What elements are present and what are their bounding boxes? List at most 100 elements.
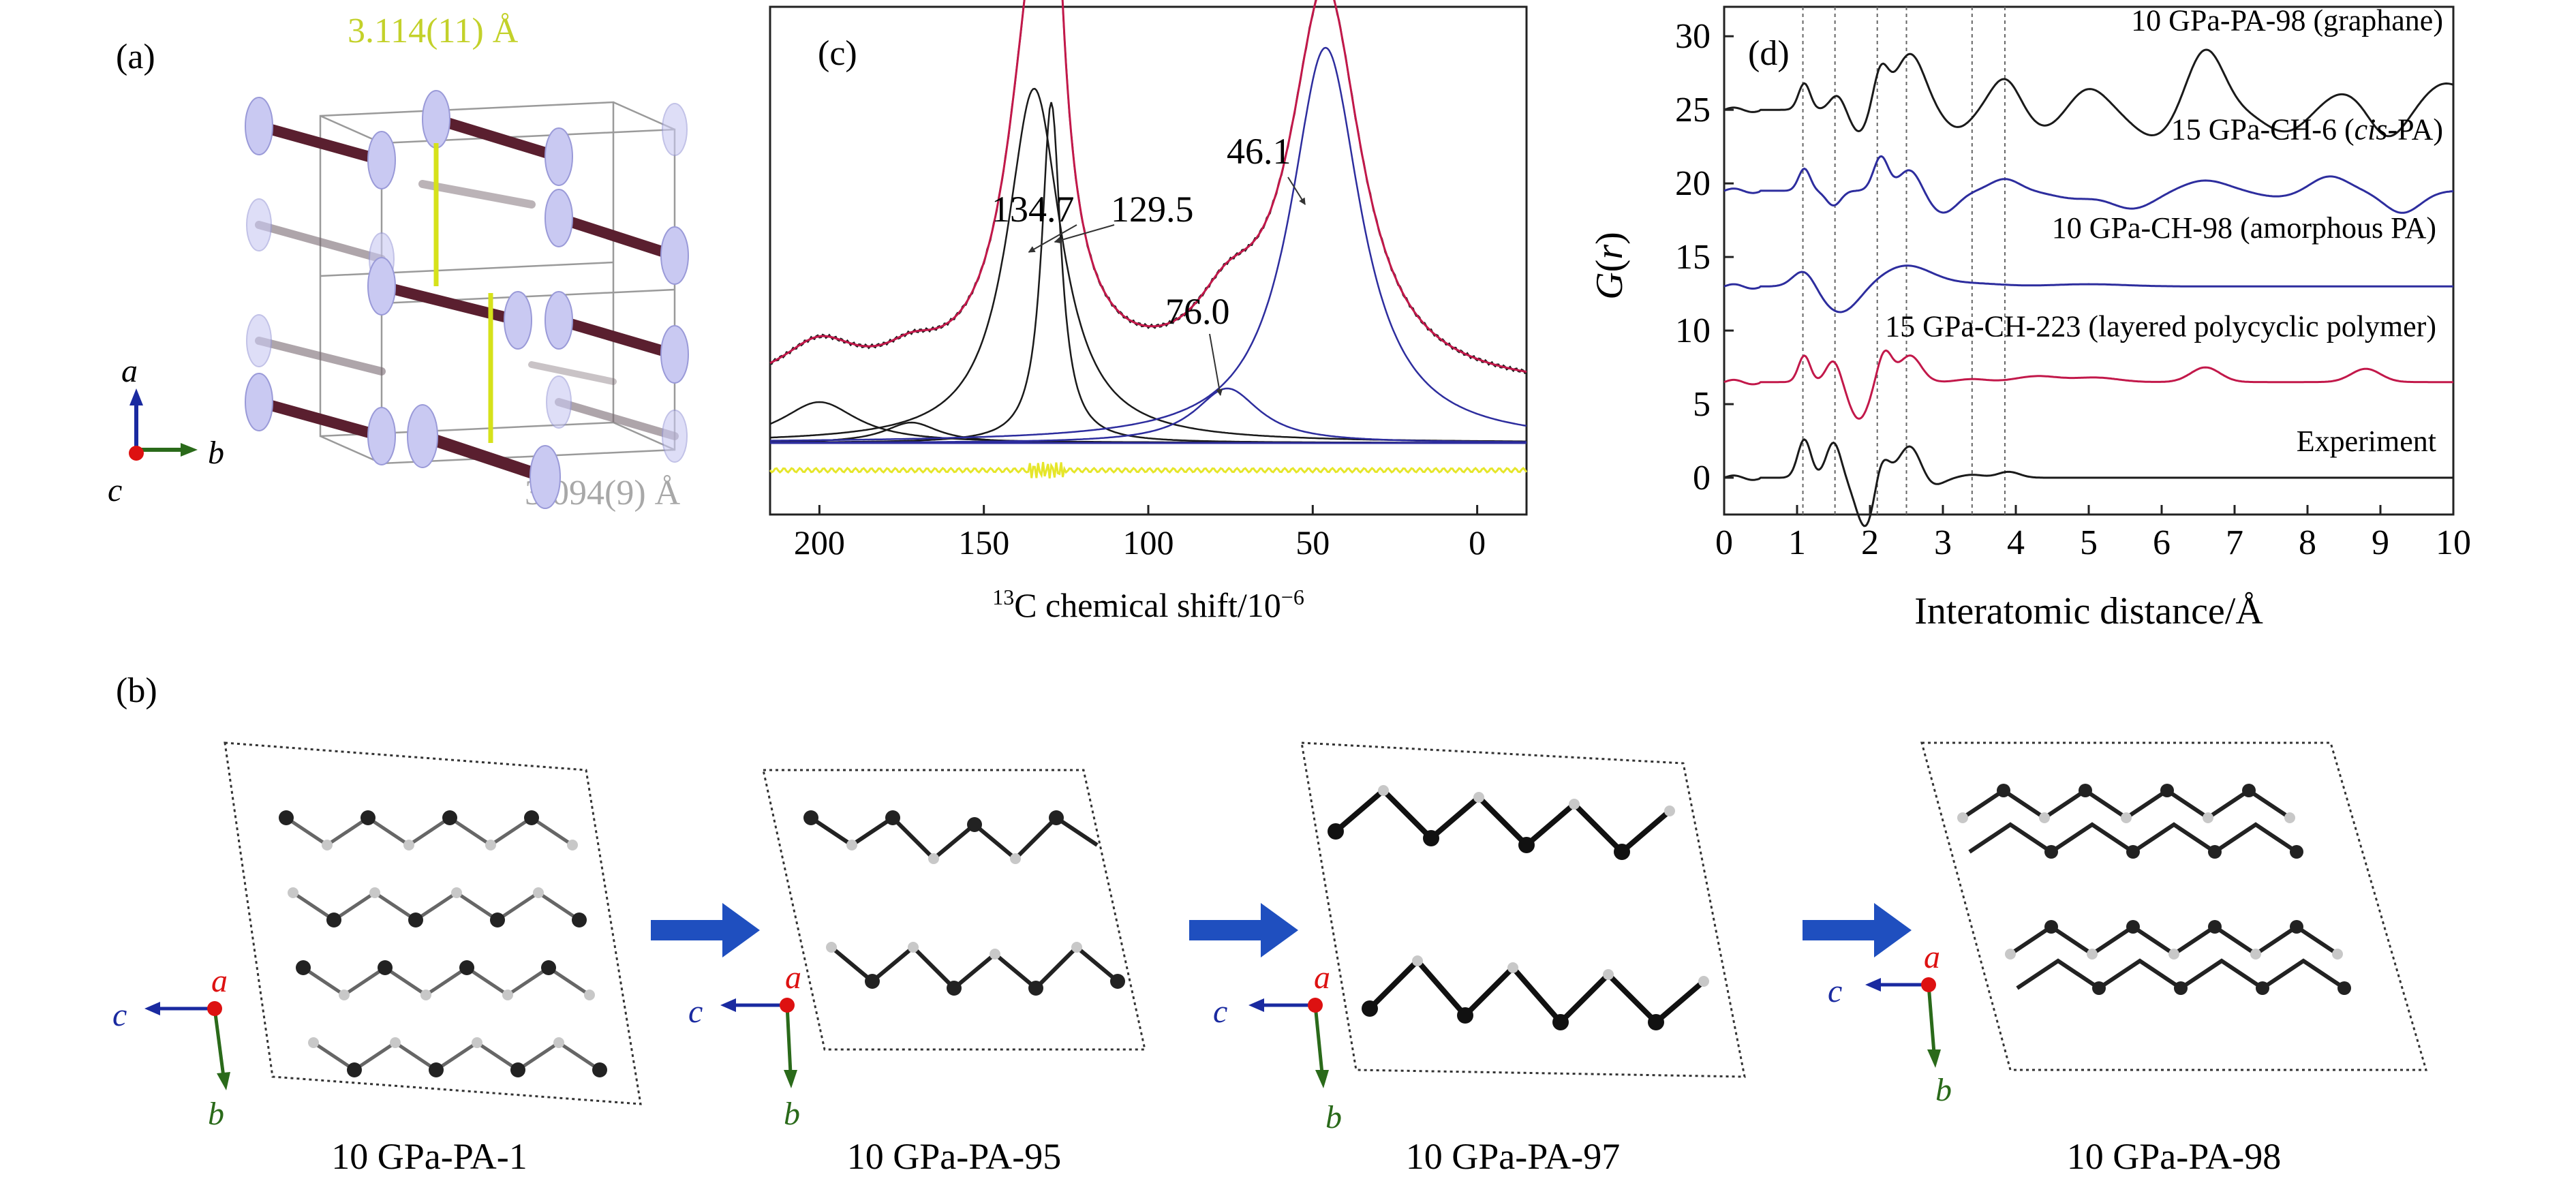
axis-label-c: c [688, 994, 703, 1030]
y-tick-label-d: 10 [1675, 311, 1711, 350]
axis-label-b: b [208, 1096, 224, 1132]
series-label: 15 GPa-CH-6 (cis-PA) [2171, 112, 2443, 146]
structure-pa-98 [1920, 741, 2427, 1071]
x-tick-label-d: 1 [1788, 523, 1806, 562]
x-tick-label-d: 5 [2080, 523, 2098, 562]
series-label: Experiment [2297, 425, 2436, 458]
x-tick-label-d: 6 [2153, 523, 2171, 562]
x-axis-label-c-main: C chemical shift/10 [1014, 586, 1281, 624]
series-15-gpa-ch-223 [1723, 349, 2453, 420]
component-peak-2 [769, 87, 1527, 442]
arrow-icon [651, 903, 760, 957]
panel-d: (d) Experiment 15 GPa-CH-223 (layered pol… [1589, 4, 2471, 632]
y-axis-label-d-var: r [1589, 245, 1631, 260]
y-tick-label-d: 5 [1693, 385, 1711, 424]
x-axis-label-d: Interatomic distance/Å [1914, 590, 2263, 632]
panel-c: (c) 200 150 100 50 0 134.7 129.5 46.1 76.0 13C … [769, 0, 1528, 624]
annotation-arrow [1028, 224, 1077, 253]
peak-label: 46.1 [1227, 131, 1291, 172]
panel-b-label: (b) [116, 671, 157, 710]
x-tick-label-c: 0 [1469, 523, 1486, 562]
axes-indicator-b2: a c b [688, 960, 801, 1132]
x-tick-label-d: 0 [1715, 523, 1733, 562]
y-tick-label-d: 25 [1675, 91, 1711, 129]
panel-d-label: (d) [1748, 34, 1790, 73]
chain-rows [254, 114, 680, 483]
series-labels: Experiment 15 GPa-CH-223 (layered polycyc… [1885, 4, 2443, 459]
structure-caption-2: 10 GPa-PA-95 [847, 1136, 1062, 1177]
y-tick-label-d: 20 [1675, 164, 1711, 203]
x-tick-label-d: 7 [2226, 523, 2243, 562]
y-axis-ticks-d: 0 5 10 15 20 25 30 [1675, 17, 1734, 497]
bond-length-top: 3.114(11) Å [348, 12, 519, 50]
x-axis-ticks-c: 200 150 100 50 0 [794, 505, 1486, 562]
component-peak-3 [770, 102, 1527, 444]
x-axis-ticks-d: 0 1 2 3 4 5 6 7 8 9 10 [1715, 505, 2471, 562]
origin-dot [129, 446, 144, 461]
x-tick-label-c: 200 [794, 523, 845, 562]
y-axis-label-d-paren-close: ) [1589, 232, 1631, 245]
structure-caption-4: 10 GPa-PA-98 [2067, 1136, 2282, 1177]
axis-label-a: a [1314, 960, 1330, 996]
series-experiment [1723, 438, 2453, 527]
structure-caption-3: 10 GPa-PA-97 [1406, 1136, 1621, 1177]
axes-indicator-b3: a c b [1213, 960, 1342, 1135]
axis-label-b: b [208, 435, 224, 471]
axes-indicator-b4: a c b [1828, 939, 1952, 1108]
axis-label-b: b [1325, 1099, 1342, 1135]
y-tick-label-d: 30 [1675, 17, 1711, 56]
component-peak-5 [770, 46, 1527, 442]
pdf-curves [1723, 48, 2454, 527]
y-tick-label-d: 0 [1693, 459, 1711, 497]
axis-label-c: c [112, 997, 127, 1033]
peak-label: 134.7 [992, 189, 1075, 230]
series-15-gpa-ch-6 [1723, 155, 2454, 214]
arrow-icon [1803, 903, 1912, 957]
y-tick-label-d: 15 [1675, 238, 1711, 277]
axis-label-b: b [1935, 1072, 1952, 1108]
peak-label: 76.0 [1165, 291, 1230, 332]
arrow-icon [1189, 903, 1298, 957]
ellipsoids [245, 90, 689, 509]
x-axis-label-c-exp: −6 [1281, 585, 1304, 609]
annotation-arrow [1287, 177, 1306, 205]
x-tick-label-d: 2 [1861, 523, 1879, 562]
x-tick-label-d: 10 [2436, 523, 2471, 562]
panel-c-label: (c) [818, 34, 857, 73]
peak-label: 129.5 [1111, 189, 1194, 230]
x-tick-label-d: 9 [2372, 523, 2389, 562]
crystal-structure-a [245, 90, 689, 509]
fit-spectrum [769, 0, 1527, 373]
annotation-arrow [1209, 333, 1223, 396]
panel-b: (b) [112, 671, 2427, 1177]
structure-caption-1: 10 GPa-PA-1 [331, 1136, 527, 1177]
axis-label-a: a [121, 353, 138, 389]
y-axis-label-d-main: G [1589, 272, 1631, 299]
nmr-curves [769, 0, 1528, 479]
structure-pa-95 [762, 769, 1146, 1051]
axis-label-a: a [211, 963, 228, 999]
series-label: 10 GPa-PA-98 (graphane) [2131, 4, 2443, 37]
axes-indicator-b1: a c b [112, 963, 230, 1132]
panel-a: (a) 3.114(11) Å 3.094(9) Å [108, 12, 689, 512]
residual-curve [769, 461, 1528, 479]
component-peak-0 [769, 401, 1527, 444]
x-tick-label-d: 4 [2007, 523, 2025, 562]
x-tick-label-d: 8 [2299, 523, 2316, 562]
axis-label-a: a [785, 960, 801, 996]
axis-label-c: c [1213, 994, 1227, 1030]
reference-vlines [1802, 7, 2006, 515]
structure-pa-1 [224, 741, 642, 1105]
yellow-bonds [433, 143, 493, 443]
panel-a-label: (a) [116, 37, 155, 76]
transition-arrows [651, 903, 1912, 957]
annotation-arrow [1054, 224, 1115, 244]
series-10-gpa-ch-98 [1723, 264, 2453, 313]
axis-label-c: c [1828, 973, 1842, 1009]
axes-indicator-a: a b c [108, 353, 224, 508]
x-tick-label-c: 150 [958, 523, 1009, 562]
structure-pa-97 [1300, 741, 1746, 1078]
series-label: 10 GPa-CH-98 (amorphous PA) [2052, 211, 2436, 245]
x-tick-label-d: 3 [1934, 523, 1952, 562]
